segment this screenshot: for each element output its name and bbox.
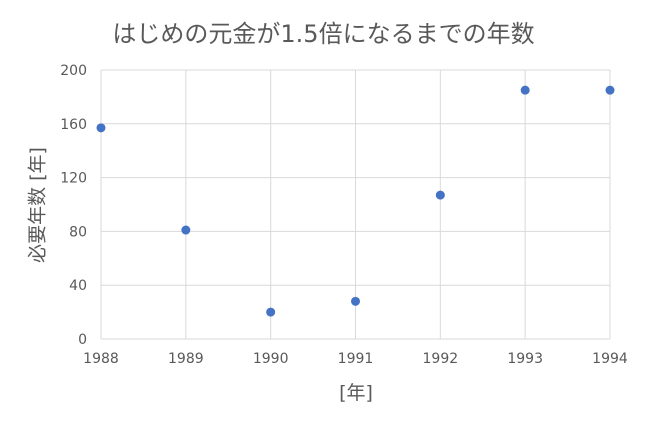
y-tick-label: 200 xyxy=(60,63,87,79)
y-tick-label: 40 xyxy=(69,278,87,294)
x-tick-label: 1990 xyxy=(253,351,289,367)
data-point xyxy=(96,123,106,133)
y-tick-label: 160 xyxy=(60,117,87,133)
x-tick-label: 1993 xyxy=(507,351,543,367)
data-point xyxy=(605,85,615,95)
x-tick-label: 1994 xyxy=(592,351,628,367)
data-point xyxy=(520,85,530,95)
data-point xyxy=(351,296,360,306)
chart-title: はじめの元金が1.5倍になるまでの年数 xyxy=(112,20,535,48)
x-tick-label: 1991 xyxy=(338,351,374,367)
y-tick-label: 80 xyxy=(69,224,87,240)
x-axis-label: [年] xyxy=(339,382,373,404)
y-tick-label: 120 xyxy=(60,171,87,187)
data-point xyxy=(266,307,276,317)
y-tick-label: 0 xyxy=(78,332,87,348)
x-tick-label: 1989 xyxy=(168,351,204,367)
data-point xyxy=(181,225,191,235)
data-point xyxy=(435,190,445,200)
x-tick-label: 1992 xyxy=(423,351,459,367)
x-tick-label: 1988 xyxy=(83,351,119,367)
